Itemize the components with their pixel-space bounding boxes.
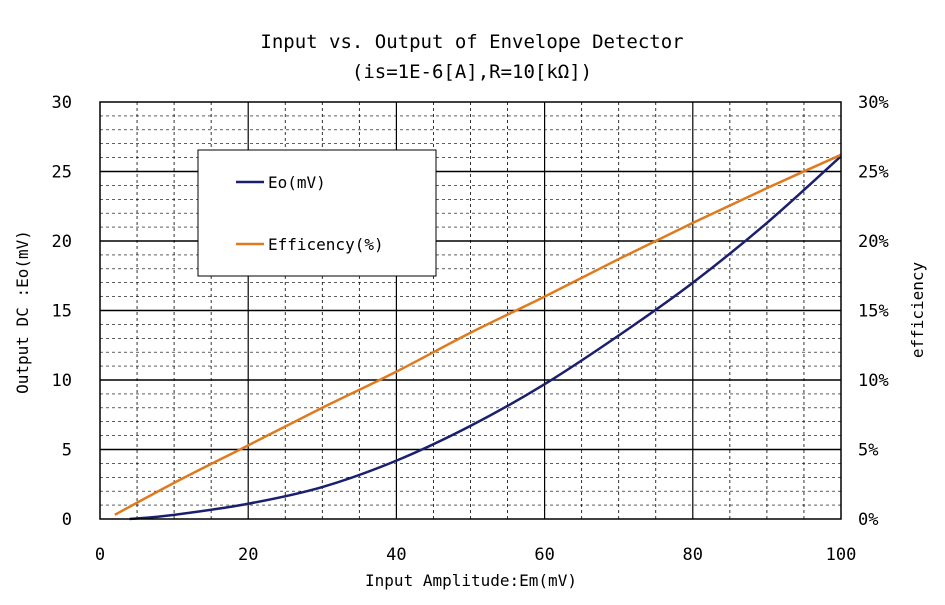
plot-frame (99, 101, 842, 520)
legend-box (197, 149, 437, 277)
y2-tick-label: 25% (858, 163, 889, 183)
y-tick-labels: 0 5 10 15 20 25 30 (52, 93, 72, 530)
y-tick-label: 15 (52, 302, 72, 322)
y-tick-label: 30 (52, 93, 72, 113)
y2-tick-label: 10% (858, 371, 889, 391)
y-tick-label: 25 (52, 163, 72, 183)
legend-label-eo: Eo(mV) (268, 173, 326, 192)
y-axis-label: Output DC :Eo(mV) (13, 230, 32, 394)
y-tick-label: 10 (52, 371, 72, 391)
y-tick-label: 0 (62, 510, 72, 530)
y-tick-label: 20 (52, 232, 72, 252)
series-line-eo (129, 155, 842, 521)
x-tick-label: 60 (534, 545, 554, 565)
y2-axis-label: efficiency (908, 261, 927, 358)
y-tick-label: 5 (62, 441, 72, 461)
x-tick-label: 40 (386, 545, 406, 565)
legend-label-efficiency: Efficency(%) (268, 235, 384, 254)
x-tick-label: 80 (683, 545, 703, 565)
x-axis-label: Input Amplitude:Em(mV) (365, 571, 577, 590)
legend: Eo(mV) Efficency(%) (197, 149, 437, 277)
y2-tick-label: 0% (858, 510, 878, 530)
y2-tick-label: 15% (858, 302, 889, 322)
series-layer (114, 153, 842, 521)
y2-tick-label: 30% (858, 93, 889, 113)
chart-title: Input vs. Output of Envelope Detector (260, 31, 683, 53)
x-tick-label: 20 (238, 545, 258, 565)
x-tick-label: 100 (826, 545, 857, 565)
grid (100, 102, 841, 519)
x-tick-labels: 0 20 40 60 80 100 (95, 545, 856, 565)
x-tick-label: 0 (95, 545, 105, 565)
y2-tick-label: 5% (858, 441, 878, 461)
chart-subtitle: (is=1E-6[A],R=10[kΩ]) (352, 61, 592, 83)
series-line-efficiency (114, 153, 842, 516)
y2-tick-labels: 0% 5% 10% 15% 20% 25% 30% (858, 93, 889, 530)
y2-tick-label: 20% (858, 232, 889, 252)
